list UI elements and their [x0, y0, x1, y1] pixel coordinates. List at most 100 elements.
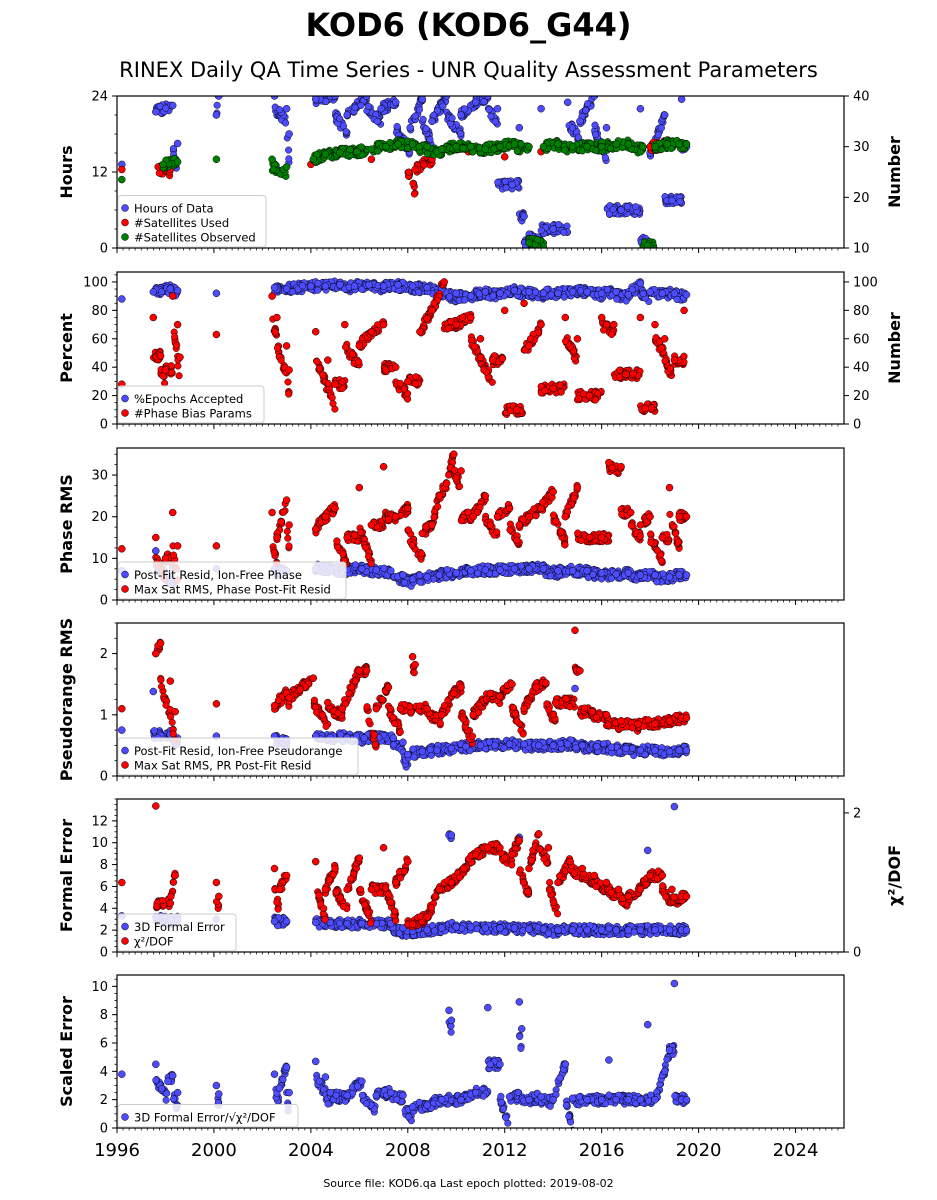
data-point — [519, 516, 527, 524]
data-point — [574, 133, 582, 141]
data-point — [513, 536, 521, 544]
legend: %Epochs Accepted#Phase Bias Params — [117, 385, 265, 424]
data-point — [416, 578, 424, 586]
data-point — [675, 512, 683, 521]
y-right-tick-label: 0 — [853, 418, 861, 433]
legend-marker — [121, 218, 129, 227]
data-point — [568, 142, 577, 151]
y-right-tick-label: 10 — [853, 242, 870, 257]
y-tick-label: 60 — [91, 332, 108, 347]
data-point — [282, 119, 290, 127]
data-point — [348, 350, 357, 358]
data-point — [513, 406, 521, 414]
data-point — [173, 542, 182, 550]
data-point — [592, 131, 600, 139]
data-point — [282, 496, 291, 504]
data-point — [461, 296, 469, 304]
data-point — [556, 381, 564, 389]
data-point — [615, 373, 624, 381]
data-point — [152, 533, 160, 542]
data-point — [423, 150, 432, 158]
data-point — [329, 400, 337, 408]
data-point — [525, 239, 533, 247]
data-point — [457, 517, 465, 525]
series-1 — [118, 277, 691, 306]
data-point — [273, 313, 281, 322]
data-point — [554, 289, 562, 298]
data-point — [563, 98, 572, 107]
data-point — [656, 551, 665, 559]
data-point — [488, 356, 497, 364]
data-point — [524, 253, 531, 260]
data-point — [314, 286, 322, 294]
data-point — [280, 508, 288, 516]
data-point — [355, 358, 363, 366]
data-point — [657, 344, 665, 352]
data-point — [452, 142, 461, 151]
data-point — [152, 547, 160, 555]
data-point — [674, 538, 682, 546]
data-point — [342, 128, 350, 136]
y-axis-label: Phase RMS — [57, 474, 76, 574]
data-point — [467, 567, 475, 575]
data-point — [339, 122, 348, 130]
data-point — [647, 530, 655, 538]
data-point — [357, 101, 365, 110]
data-point — [367, 145, 376, 153]
data-point — [589, 570, 597, 578]
data-point — [336, 115, 344, 123]
data-point — [285, 390, 293, 398]
data-point — [467, 313, 475, 322]
data-point — [161, 554, 170, 563]
data-point — [324, 356, 332, 364]
data-point — [670, 356, 679, 364]
data-point — [452, 320, 461, 329]
data-point — [162, 104, 170, 112]
data-point — [408, 140, 417, 148]
data-point — [500, 153, 509, 161]
data-point — [520, 299, 528, 308]
data-point — [161, 366, 170, 374]
data-point — [603, 286, 611, 294]
data-point — [532, 288, 540, 296]
data-point — [393, 122, 401, 131]
data-point — [601, 154, 609, 162]
data-point — [646, 512, 654, 521]
data-point — [677, 96, 686, 103]
data-point — [525, 259, 532, 266]
data-point — [618, 510, 626, 518]
data-point — [675, 140, 683, 148]
data-point — [434, 503, 442, 511]
data-point — [415, 288, 423, 296]
data-point — [423, 315, 431, 323]
data-point — [577, 537, 585, 545]
data-point — [517, 562, 525, 570]
data-point — [357, 143, 365, 151]
data-point — [391, 98, 400, 107]
data-point — [215, 96, 223, 100]
data-point — [420, 161, 428, 169]
data-point — [482, 368, 490, 376]
data-point — [391, 512, 400, 521]
data-point — [408, 541, 416, 549]
data-point — [666, 510, 674, 518]
data-point — [682, 140, 691, 148]
data-point — [298, 282, 307, 290]
data-point — [430, 513, 438, 521]
data-point — [646, 288, 654, 296]
data-point — [660, 111, 669, 119]
data-point — [394, 281, 402, 289]
data-point — [498, 355, 506, 363]
data-point — [481, 492, 490, 500]
figure-subtitle: RINEX Daily QA Time Series - UNR Quality… — [119, 58, 818, 82]
data-point — [651, 320, 659, 329]
data-point — [513, 147, 521, 155]
y-tick-label: 40 — [91, 361, 108, 376]
data-point — [676, 197, 684, 206]
data-point — [343, 533, 351, 542]
data-point — [665, 483, 674, 492]
data-point — [364, 552, 372, 560]
